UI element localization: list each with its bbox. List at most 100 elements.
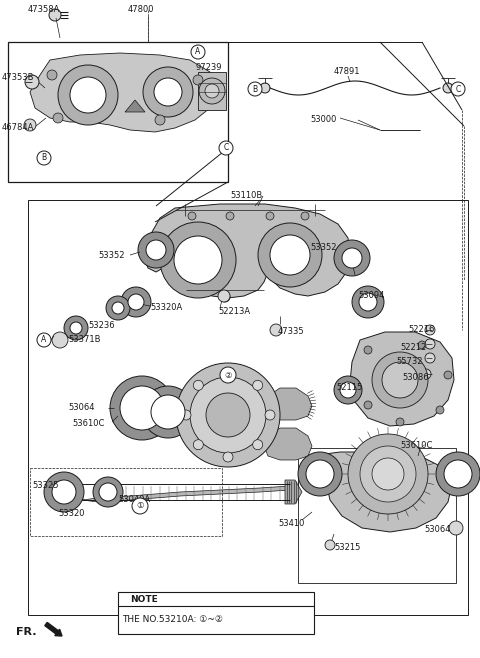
- Text: 53610C: 53610C: [400, 440, 432, 449]
- Text: 53064: 53064: [424, 526, 451, 534]
- Circle shape: [421, 369, 431, 379]
- Circle shape: [52, 480, 76, 504]
- Circle shape: [64, 316, 88, 340]
- Circle shape: [218, 290, 230, 302]
- FancyArrow shape: [45, 622, 62, 636]
- Text: 47891: 47891: [334, 68, 360, 76]
- Text: FR.: FR.: [16, 627, 36, 637]
- Circle shape: [58, 65, 118, 125]
- Circle shape: [151, 395, 185, 429]
- Text: THE NO.53210A: ①~②: THE NO.53210A: ①~②: [122, 615, 223, 624]
- Circle shape: [191, 45, 205, 59]
- Circle shape: [99, 483, 117, 501]
- Circle shape: [334, 376, 362, 404]
- Bar: [118, 592, 314, 634]
- Polygon shape: [125, 100, 145, 112]
- Text: 53040A: 53040A: [118, 495, 150, 505]
- Circle shape: [270, 235, 310, 275]
- Circle shape: [436, 406, 444, 414]
- Circle shape: [70, 322, 82, 334]
- Circle shape: [443, 83, 453, 93]
- Circle shape: [342, 248, 362, 268]
- Text: 97239: 97239: [195, 63, 221, 72]
- Circle shape: [160, 222, 236, 298]
- Circle shape: [121, 287, 151, 317]
- Circle shape: [306, 460, 334, 488]
- Text: C: C: [456, 84, 461, 93]
- Text: 47353B: 47353B: [2, 74, 35, 82]
- Bar: [30, 468, 222, 536]
- Text: C: C: [223, 143, 228, 153]
- Circle shape: [143, 67, 193, 117]
- Circle shape: [154, 78, 182, 106]
- Text: 53320: 53320: [58, 509, 84, 519]
- Circle shape: [348, 434, 428, 514]
- Circle shape: [425, 325, 435, 335]
- Text: B: B: [252, 84, 258, 93]
- Polygon shape: [264, 388, 312, 420]
- Circle shape: [451, 82, 465, 96]
- Polygon shape: [310, 452, 452, 532]
- Polygon shape: [82, 484, 290, 502]
- Circle shape: [44, 472, 84, 512]
- Circle shape: [47, 70, 57, 80]
- Circle shape: [223, 368, 233, 378]
- Text: 53610C: 53610C: [72, 420, 104, 428]
- Circle shape: [138, 232, 174, 268]
- Circle shape: [382, 362, 418, 398]
- Circle shape: [190, 377, 266, 453]
- Circle shape: [70, 77, 106, 113]
- Text: 53215: 53215: [334, 544, 360, 553]
- Bar: [28, 200, 468, 615]
- Circle shape: [24, 119, 36, 131]
- Text: 55732: 55732: [396, 357, 422, 367]
- Circle shape: [372, 458, 404, 490]
- Circle shape: [364, 346, 372, 354]
- Circle shape: [360, 446, 416, 502]
- Circle shape: [120, 386, 164, 430]
- Bar: [198, 72, 226, 110]
- Circle shape: [188, 212, 196, 220]
- Polygon shape: [285, 480, 302, 504]
- Circle shape: [364, 401, 372, 409]
- Text: 53094: 53094: [358, 290, 384, 299]
- Circle shape: [436, 452, 480, 496]
- Circle shape: [193, 380, 204, 390]
- Text: 53410: 53410: [278, 520, 304, 528]
- Text: NOTE: NOTE: [130, 595, 158, 605]
- Circle shape: [220, 367, 236, 383]
- Circle shape: [132, 498, 148, 514]
- Text: 52213A: 52213A: [218, 307, 250, 316]
- Text: 52216: 52216: [408, 326, 434, 334]
- Circle shape: [301, 212, 309, 220]
- Circle shape: [298, 452, 342, 496]
- Circle shape: [206, 393, 250, 437]
- Text: 53325: 53325: [32, 482, 59, 490]
- Circle shape: [359, 293, 377, 311]
- Circle shape: [396, 418, 404, 426]
- Bar: [298, 448, 456, 583]
- Circle shape: [252, 440, 263, 449]
- Text: 53110B: 53110B: [230, 191, 262, 201]
- Circle shape: [25, 75, 39, 89]
- Circle shape: [226, 212, 234, 220]
- Text: 53000: 53000: [310, 116, 336, 124]
- Circle shape: [110, 376, 174, 440]
- Circle shape: [252, 380, 263, 390]
- Text: ②: ②: [224, 370, 232, 380]
- Circle shape: [37, 333, 51, 347]
- Circle shape: [266, 212, 274, 220]
- Circle shape: [418, 341, 426, 349]
- Text: 46784A: 46784A: [2, 124, 35, 132]
- Circle shape: [193, 75, 203, 85]
- Circle shape: [334, 240, 370, 276]
- Text: 53236: 53236: [88, 322, 115, 330]
- Circle shape: [325, 540, 335, 550]
- Text: ①: ①: [136, 501, 144, 511]
- Text: A: A: [41, 336, 47, 345]
- Polygon shape: [350, 332, 454, 426]
- Circle shape: [352, 286, 384, 318]
- Circle shape: [449, 521, 463, 535]
- Text: B: B: [41, 153, 47, 163]
- Circle shape: [53, 113, 63, 123]
